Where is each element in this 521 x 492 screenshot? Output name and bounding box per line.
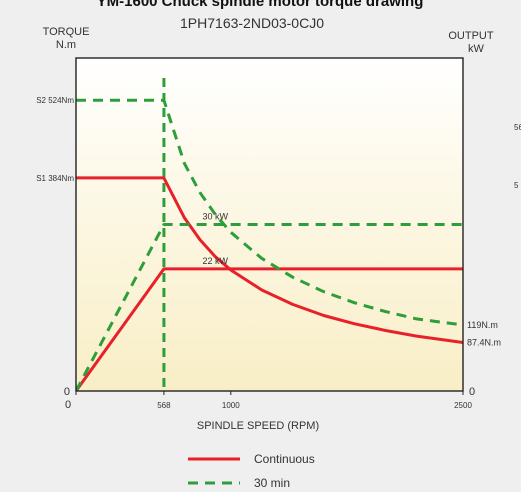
x-tick-label: 0 bbox=[65, 399, 71, 411]
x-tick-label: 568 bbox=[157, 401, 171, 410]
end-torque-label-continuous: 87.4N.m bbox=[467, 337, 501, 347]
legend: Continuous 30 min bbox=[188, 452, 315, 490]
x-axis-title: SPINDLE SPEED (RPM) bbox=[197, 420, 319, 432]
power-line-continuous bbox=[76, 267, 463, 391]
chart-title: YM-1600 Chuck spindle motor torque drawi… bbox=[97, 0, 424, 10]
label-layer: 22 kW 87.4N.m 30 kW 119N.m 0 S1 384Nm S2 524Nm… bbox=[36, 96, 521, 411]
y-tick-label: 0 bbox=[64, 386, 70, 398]
right-edge-label: 5 bbox=[514, 181, 519, 190]
legend-label-continuous: Continuous bbox=[254, 452, 315, 466]
power-label-30-min: 30 kW bbox=[203, 212, 229, 222]
y-axis-title-line-2: N.m bbox=[56, 39, 76, 51]
x-tick-label: 2500 bbox=[454, 401, 472, 410]
torque-line-continuous bbox=[76, 176, 463, 344]
y2-axis-title-line-1: OUTPUT bbox=[448, 30, 494, 42]
y2-axis-title-line-2: kW bbox=[468, 43, 485, 55]
y2-tick-label: 0 bbox=[469, 386, 475, 398]
power-line-30-min bbox=[76, 223, 463, 391]
x-tick-label: 1000 bbox=[222, 401, 240, 410]
legend-label-30-min: 30 min bbox=[254, 476, 290, 490]
y-axis-title-line-1: TORQUE bbox=[43, 26, 90, 38]
y-tick-label: S2 524Nm bbox=[36, 96, 74, 105]
y-tick-label: S1 384Nm bbox=[36, 174, 74, 183]
series-layer bbox=[76, 78, 463, 391]
power-label-continuous: 22 kW bbox=[203, 256, 229, 266]
torque-line-30-min bbox=[76, 98, 463, 327]
plot-frame bbox=[75, 57, 464, 392]
right-edge-label: 56 bbox=[514, 123, 521, 132]
end-torque-label-30-min: 119N.m bbox=[467, 320, 498, 330]
chart-subtitle: 1PH7163-2ND03-0CJ0 bbox=[180, 15, 324, 31]
